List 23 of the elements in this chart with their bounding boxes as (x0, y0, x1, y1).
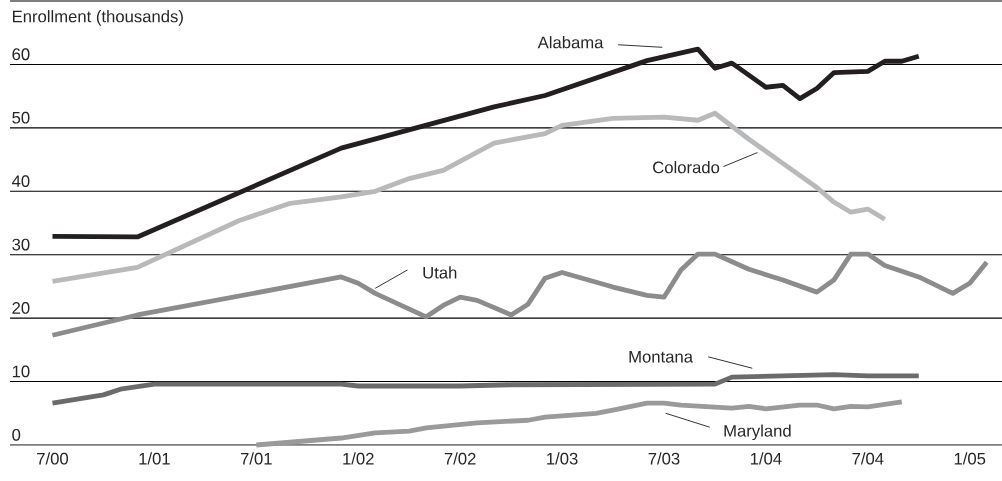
x-tick-label: 7/01 (240, 452, 272, 465)
series-label: Utah (423, 266, 457, 279)
series-label: Alabama (537, 36, 604, 49)
y-tick-label: 50 (12, 111, 30, 124)
y-tick-label: 20 (12, 302, 30, 314)
y-tick-label: 40 (11, 175, 30, 188)
x-tick-label: 1/01 (139, 452, 170, 465)
x-tick-label: 1/03 (547, 452, 578, 465)
y-axis-title: Enrollment (thousands) (12, 10, 183, 26)
series-label: Montana (629, 351, 693, 363)
y-tick-label: 30 (12, 238, 30, 251)
x-tick-label: 1/02 (343, 452, 374, 465)
series-label: Maryland (724, 424, 791, 441)
y-tick-label: 0 (12, 428, 21, 441)
y-tick-label: 60 (12, 48, 30, 61)
x-tick-label: 7/00 (37, 452, 69, 465)
x-tick-label: 7/02 (444, 452, 476, 465)
x-tick-label: 7/03 (648, 452, 680, 465)
text: Colorado (653, 161, 720, 174)
x-tick-label: 1/04 (750, 452, 782, 465)
x-tick-label: 1/05 (954, 452, 986, 465)
x-tick-label: 7/04 (852, 452, 884, 465)
y-tick-label: 10 (12, 365, 30, 378)
